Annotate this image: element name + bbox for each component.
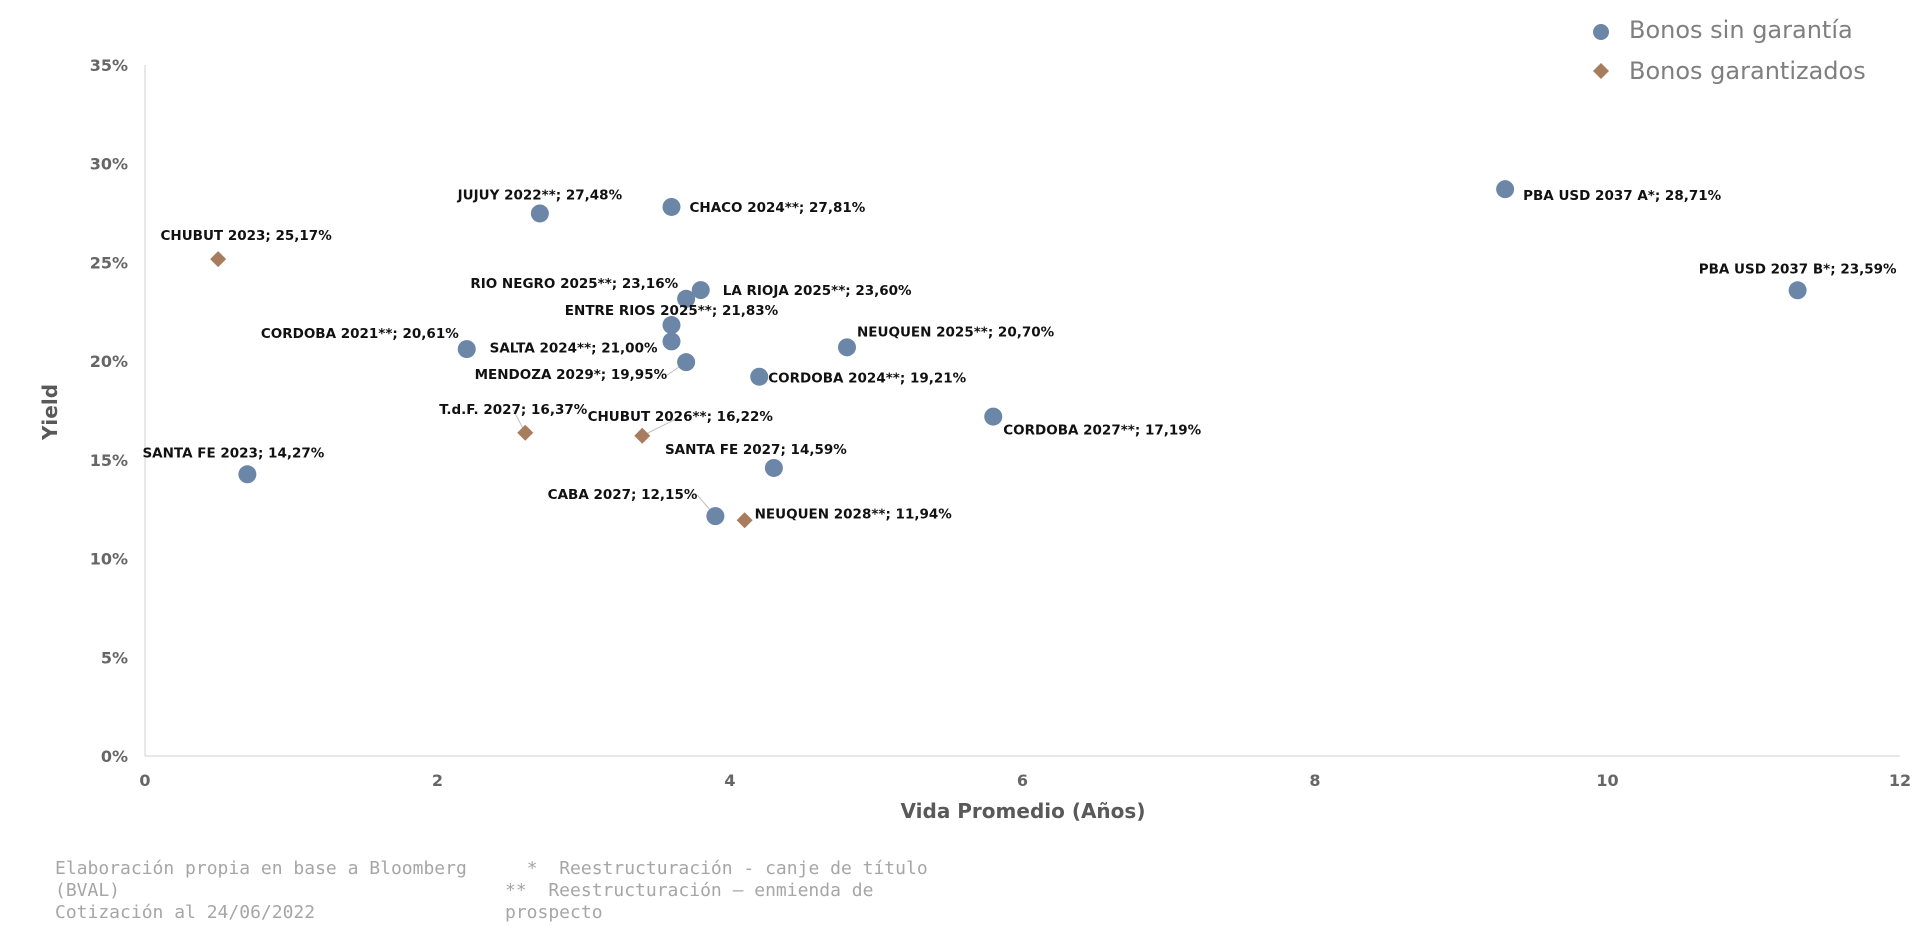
y-tick-label: 25% (90, 253, 128, 272)
data-point-secured (736, 512, 753, 529)
data-point-secured (634, 427, 651, 444)
data-label: SANTA FE 2023; 14,27% (142, 445, 324, 461)
data-point-unsecured (677, 353, 696, 372)
data-label: CORDOBA 2024**; 19,21% (768, 371, 966, 387)
data-label: PBA USD 2037 B*; 23,59% (1699, 261, 1897, 277)
data-point-unsecured (662, 332, 681, 351)
data-point-unsecured (1788, 281, 1807, 300)
legend-marker-circle (1593, 24, 1609, 40)
data-point-unsecured (530, 204, 549, 223)
legend-marker-diamond (1593, 63, 1609, 79)
data-labels: JUJUY 2022**; 27,48% CHACO 2024**; 27,81%… (142, 187, 1897, 522)
quote-date: Cotización al 24/06/2022 (55, 902, 316, 923)
x-tick-label: 0 (139, 771, 150, 790)
footnote-double-star-cont: prospecto (505, 902, 603, 923)
data-label: CHUBUT 2026**; 16,22% (588, 409, 774, 425)
data-point-unsecured (662, 316, 681, 335)
data-point-unsecured (662, 197, 681, 216)
data-label: CABA 2027; 12,15% (548, 487, 698, 503)
x-tick-label: 2 (432, 771, 443, 790)
x-tick-label: 8 (1309, 771, 1320, 790)
y-tick-label: 20% (90, 352, 128, 371)
data-label: SALTA 2024**; 21,00% (490, 340, 658, 356)
data-label: T.d.F. 2027; 16,37% (439, 402, 588, 418)
data-point-unsecured (706, 507, 725, 526)
data-point-unsecured (838, 338, 856, 357)
data-label: CORDOBA 2027**; 17,19% (1003, 423, 1201, 439)
tick-labels: 0% 5% 10% 15% 20% 25% 30% 35% 0 2 4 6 8 10 12 (90, 56, 1911, 790)
data-label: CHACO 2024**; 27,81% (690, 200, 866, 216)
legend: Bonos sin garantía Bonos garantizados (1593, 16, 1866, 85)
y-tick-label: 15% (90, 451, 128, 470)
x-tick-label: 12 (1889, 771, 1911, 790)
y-tick-label: 35% (90, 56, 128, 75)
data-label: CHUBUT 2023; 25,17% (161, 228, 333, 244)
data-point-unsecured (984, 407, 1003, 426)
y-tick-label: 5% (101, 648, 128, 667)
legend-label-unsecured: Bonos sin garantía (1629, 16, 1853, 44)
data-label: CORDOBA 2021**; 20,61% (261, 326, 459, 342)
data-label: LA RIOJA 2025**; 23,60% (723, 283, 912, 299)
x-tick-label: 6 (1017, 771, 1028, 790)
y-axis-title: Yield (38, 384, 62, 441)
footnotes: * Reestructuración - canje de título ** … (505, 858, 928, 924)
axes (144, 65, 1900, 757)
x-axis-title: Vida Promedio (Años) (901, 799, 1146, 823)
x-tick-label: 10 (1596, 771, 1618, 790)
data-label: RIO NEGRO 2025**; 23,16% (470, 276, 678, 292)
data-point-secured (517, 424, 534, 441)
legend-label-secured: Bonos garantizados (1629, 57, 1866, 85)
label-leader-line (642, 416, 681, 437)
y-tick-label: 10% (90, 550, 128, 569)
data-label: SANTA FE 2027; 14,59% (665, 442, 847, 458)
footnote-single-star: * Reestructuración - canje de título (505, 858, 928, 879)
data-point-unsecured (1496, 180, 1515, 199)
data-label: JUJUY 2022**; 27,48% (457, 187, 623, 203)
y-tick-label: 0% (101, 747, 128, 766)
y-tick-label: 30% (90, 155, 128, 174)
data-points (210, 180, 1807, 529)
data-label: MENDOZA 2029*; 19,95% (475, 367, 668, 383)
footnote-double-star: ** Reestructuración – enmienda de (505, 880, 874, 901)
data-point-unsecured (750, 367, 769, 386)
data-point-unsecured (238, 465, 257, 484)
source-line: (BVAL) (55, 880, 121, 901)
source-note: Elaboración propia en base a Bloomberg (… (55, 858, 467, 924)
data-point-unsecured (677, 289, 696, 308)
x-tick-label: 4 (724, 771, 735, 790)
data-label: ENTRE RIOS 2025**; 21,83% (565, 303, 779, 319)
data-point-secured (210, 251, 227, 268)
data-label: NEUQUEN 2025**; 20,70% (857, 324, 1055, 340)
data-point-unsecured (457, 340, 476, 359)
data-point-unsecured (764, 458, 783, 477)
data-point-unsecured (691, 281, 710, 300)
source-line: Elaboración propia en base a Bloomberg (55, 858, 467, 879)
data-label: NEUQUEN 2028**; 11,94% (755, 506, 953, 522)
data-label: PBA USD 2037 A*; 28,71% (1523, 188, 1722, 204)
